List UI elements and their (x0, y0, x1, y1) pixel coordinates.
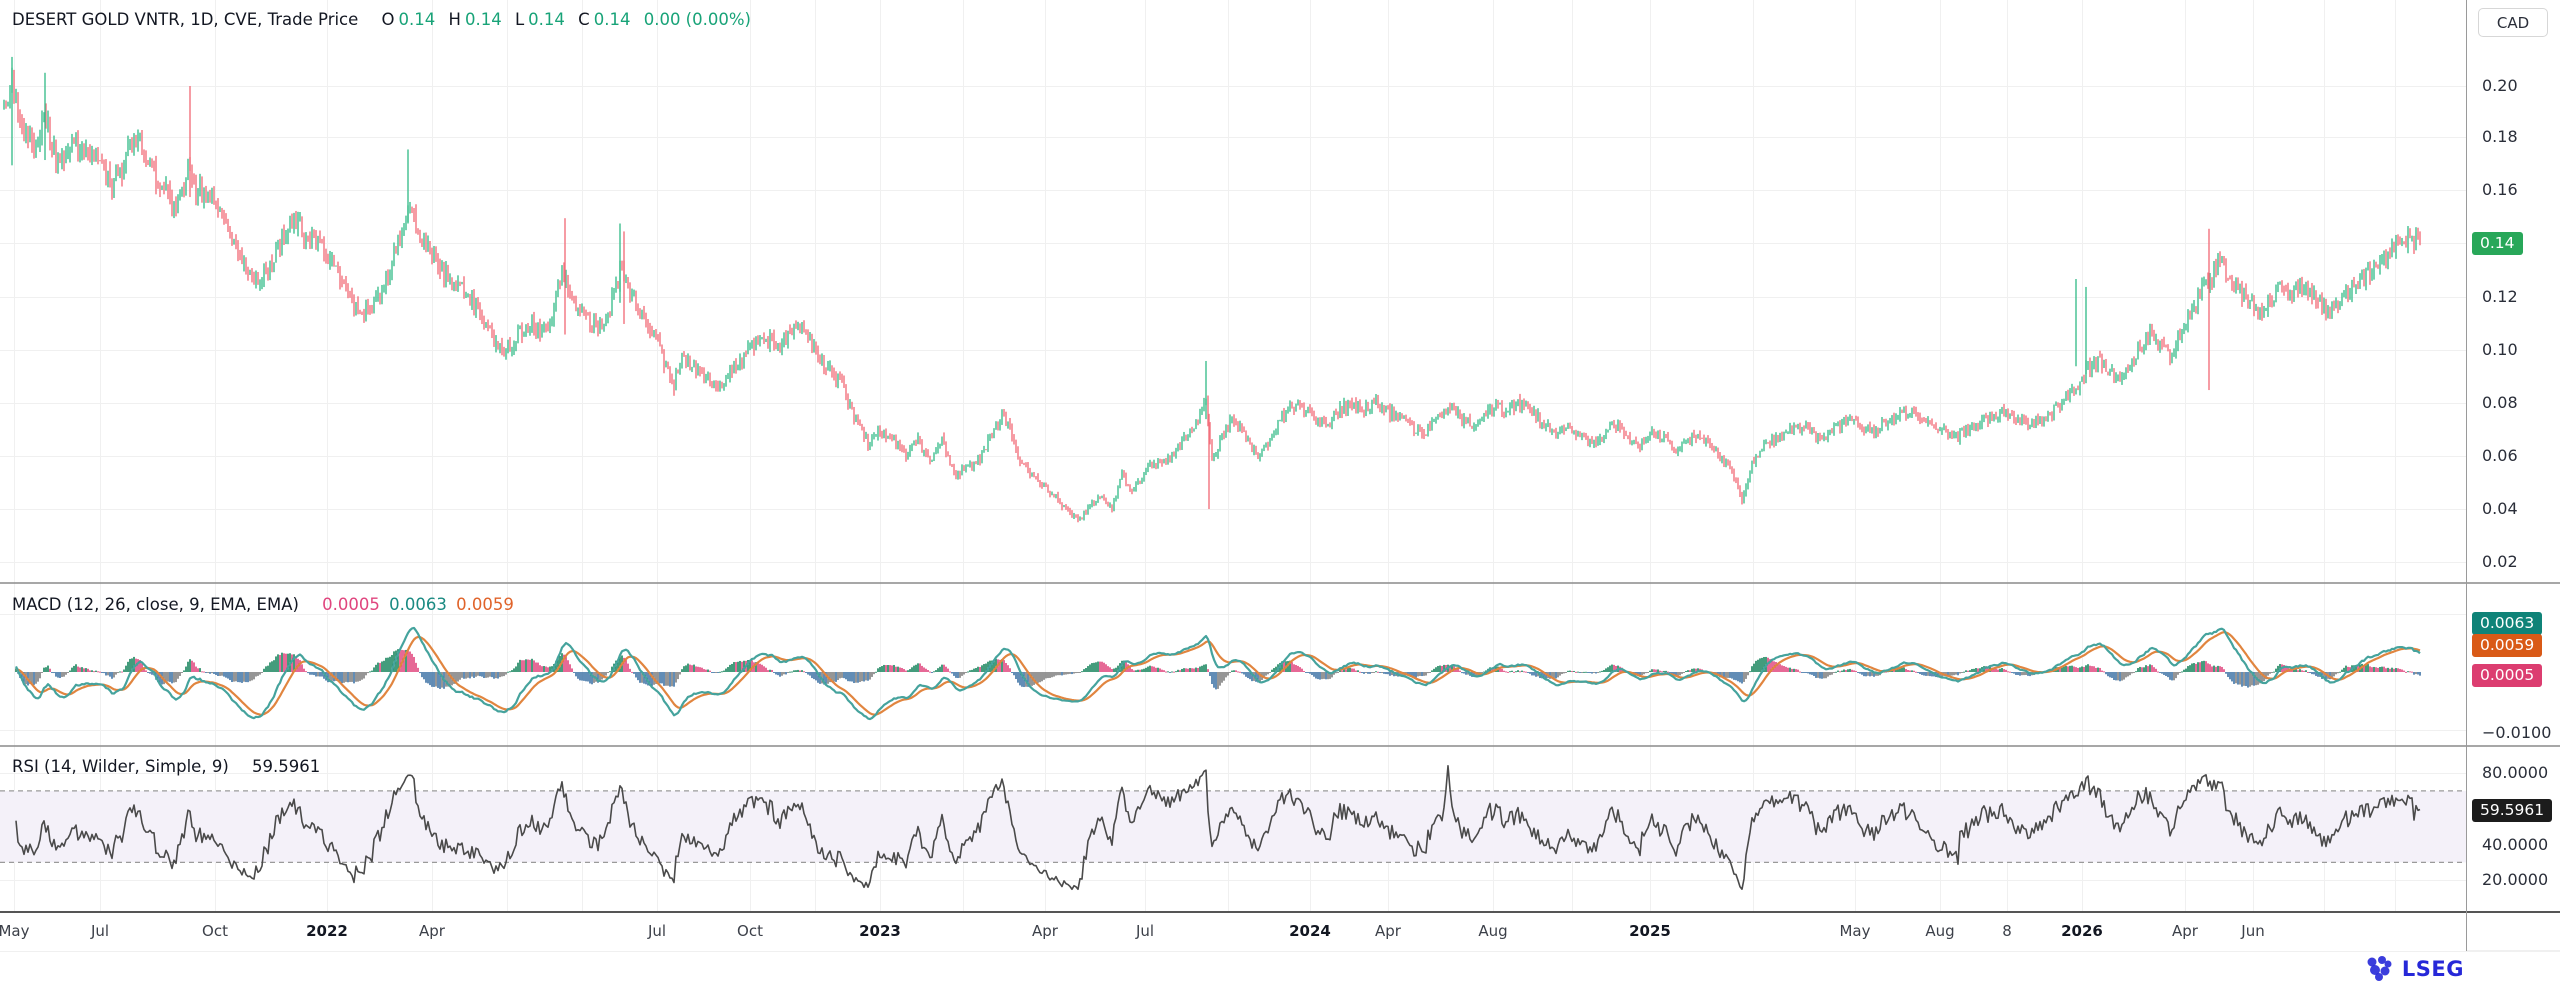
price-axis-label: 0.18 (2482, 127, 2518, 146)
macd-axis-label: −0.0100 (2482, 723, 2552, 742)
time-axis-year-label: 2024 (1289, 922, 1331, 940)
ohlc-high: H 0.14 (448, 10, 502, 29)
pane-separators (0, 0, 2560, 952)
time-axis-year-label: 2025 (1629, 922, 1671, 940)
time-axis-label: May (1839, 922, 1871, 940)
macd-lines (14, 626, 2421, 721)
macd-pane-legend: MACD (12, 26, close, 9, EMA, EMA) 0.0005… (12, 595, 518, 614)
price-axis-label: 0.10 (2482, 340, 2518, 359)
candlestick-series (3, 56, 2421, 523)
price-pane-legend: DESERT GOLD VNTR, 1D, CVE, Trade Price O… (12, 10, 755, 29)
time-axis-label: Apr (1375, 922, 1401, 940)
gridlines (0, 0, 2466, 912)
time-axis-year-label: 2023 (859, 922, 901, 940)
signal-value-badge: 0.0059 (2472, 634, 2543, 657)
time-axis-label: Apr (1032, 922, 1058, 940)
rsi-value: 59.5961 (252, 757, 321, 776)
price-axis-label: 0.02 (2482, 552, 2518, 571)
time-axis-label: Jul (90, 922, 110, 940)
price-axis-label: 0.12 (2482, 287, 2518, 306)
time-axis-label: Jun (2241, 922, 2265, 940)
macd-main-line (14, 626, 2421, 721)
rsi-title: RSI (14, Wilder, Simple, 9) (12, 757, 229, 776)
symbol-title: DESERT GOLD VNTR, 1D, CVE, Trade Price (12, 10, 359, 29)
footer-bar: LSEG (0, 952, 2560, 986)
time-axis-label: Jul (1135, 922, 1155, 940)
ohlc-close: C 0.14 (578, 10, 631, 29)
macd-signal-value: 0.0059 (456, 595, 514, 614)
time-axis-year-label: 2026 (2061, 922, 2103, 940)
price-axis-label: 0.08 (2482, 393, 2518, 412)
time-axis-label: 8 (2002, 922, 2012, 940)
time-axis-year-label: 2022 (306, 922, 348, 940)
time-axis-label: Oct (737, 922, 763, 940)
rsi-line (15, 765, 2421, 891)
macd-signal-line (15, 631, 2421, 716)
histogram-value-badge: 0.0005 (2472, 664, 2543, 687)
rsi-axis-label: 20.0000 (2482, 870, 2549, 889)
rsi-series (15, 765, 2421, 891)
last-price-badge: 0.14 (2472, 232, 2523, 255)
time-axis-label: May (0, 922, 30, 940)
price-axis-label: 0.16 (2482, 180, 2518, 199)
lseg-logo-text: LSEG (2401, 957, 2464, 981)
right-price-axis[interactable]: CAD 0.20 0.18 0.16 0.12 0.10 0.08 0.06 0.04 0.02… (2466, 0, 2560, 952)
lseg-emblem-icon (2367, 956, 2392, 981)
time-axis-label: Apr (2172, 922, 2198, 940)
rsi-axis-label: 40.0000 (2482, 835, 2549, 854)
price-axis-label: 0.06 (2482, 446, 2518, 465)
rsi-axis-label: 80.0000 (2482, 763, 2549, 782)
time-axis[interactable]: May Jul Oct 2022 Apr Jul Oct 2023 Apr Jul 2024 Apr A… (0, 913, 2466, 951)
price-axis-label: 0.04 (2482, 499, 2518, 518)
lseg-logo: LSEG (2365, 956, 2464, 982)
macd-value-badge: 0.0063 (2472, 612, 2543, 635)
price-change: 0.00 (0.00%) (643, 10, 751, 29)
time-axis-label: Jul (647, 922, 667, 940)
price-axis-label: 0.20 (2482, 76, 2518, 95)
currency-button[interactable]: CAD (2478, 8, 2548, 37)
macd-title: MACD (12, 26, close, 9, EMA, EMA) (12, 595, 299, 614)
rsi-band (0, 790, 2466, 863)
macd-hist-value: 0.0005 (322, 595, 380, 614)
macd-line-value: 0.0063 (389, 595, 447, 614)
time-axis-label: Aug (1478, 922, 1508, 940)
time-axis-label: Aug (1925, 922, 1955, 940)
ohlc-low: L 0.14 (514, 10, 565, 29)
rsi-pane-legend: RSI (14, Wilder, Simple, 9) 59.5961 (12, 757, 324, 776)
ohlc-open: O 0.14 (381, 10, 436, 29)
rsi-value-badge: 59.5961 (2472, 799, 2553, 822)
time-axis-label: Apr (419, 922, 445, 940)
time-axis-label: Oct (202, 922, 228, 940)
